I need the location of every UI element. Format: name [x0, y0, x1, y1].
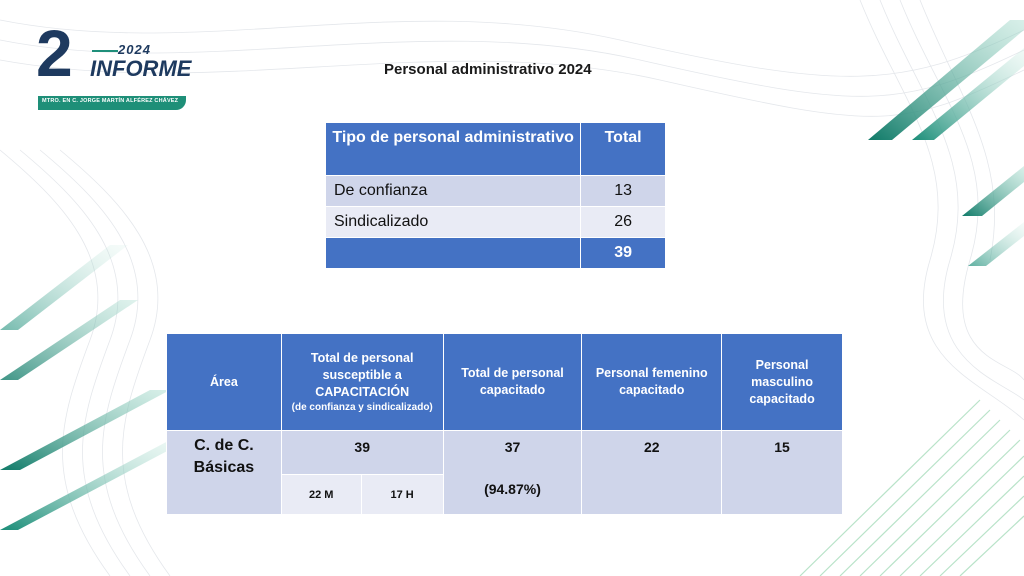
logo-subtitle: MTRO. EN C. JORGE MARTÍN ALFÉREZ CHÁVEZ [42, 98, 179, 104]
cell-masculino: 15 [721, 430, 843, 515]
table-row: De confianza 13 [324, 175, 666, 207]
table-header-row: Área Total de personal susceptible a CAP… [166, 333, 843, 431]
logo-year: 2024 [118, 42, 151, 57]
training-table: Área Total de personal susceptible a CAP… [166, 333, 843, 515]
logo-number: 2 [36, 16, 73, 90]
cell-susceptible-m: 22 M [280, 474, 362, 515]
header-tipo: Tipo de personal administrativo [324, 122, 582, 176]
header-capacitado: Total de personal capacitado [442, 333, 583, 431]
total-value: 39 [580, 237, 666, 269]
cell-susceptible-h: 17 H [360, 474, 444, 515]
header-femenino: Personal femenino capacitado [581, 333, 723, 431]
personnel-type-table: Tipo de personal administrativo Total De… [324, 122, 666, 269]
table-header-row: Tipo de personal administrativo Total [324, 122, 666, 176]
row-value: 13 [580, 175, 666, 207]
cell-capacitado: 37 (94.87%) [442, 430, 583, 515]
header-area: Área [166, 333, 282, 431]
header-susceptible-text: Total de personal susceptible a CAPACITA… [310, 351, 414, 399]
table-row: C. de C. Básicas 39 37 (94.87%) 22 15 [166, 430, 843, 515]
table-row: Sindicalizado 26 [324, 206, 666, 238]
cell-susceptible-total: 39 [280, 430, 444, 475]
row-label: De confianza [324, 175, 582, 207]
row-label: Sindicalizado [324, 206, 582, 238]
header-total: Total [580, 122, 666, 176]
header-susceptible-note: (de confianza y sindicalizado) [291, 402, 433, 413]
total-row: 39 [324, 237, 666, 269]
row-value: 26 [580, 206, 666, 238]
header-susceptible: Total de personal susceptible a CAPACITA… [280, 333, 444, 431]
cell-area: C. de C. Básicas [166, 430, 282, 515]
logo-ribbon [38, 96, 186, 110]
total-label [324, 237, 582, 269]
capacitado-value: 37 [504, 439, 521, 455]
logo-word: INFORME [90, 56, 192, 81]
cell-femenino: 22 [581, 430, 723, 515]
page-title: Personal administrativo 2024 [384, 61, 592, 78]
informe-logo: 2 2024 INFORME MTRO. EN C. JORGE MARTÍN … [36, 20, 192, 118]
table-row: 22 M 17 H [167, 474, 843, 515]
header-masculino: Personal masculino capacitado [721, 333, 843, 431]
capacitado-percent: (94.87%) [484, 481, 541, 497]
logo-accent-line [92, 50, 118, 52]
